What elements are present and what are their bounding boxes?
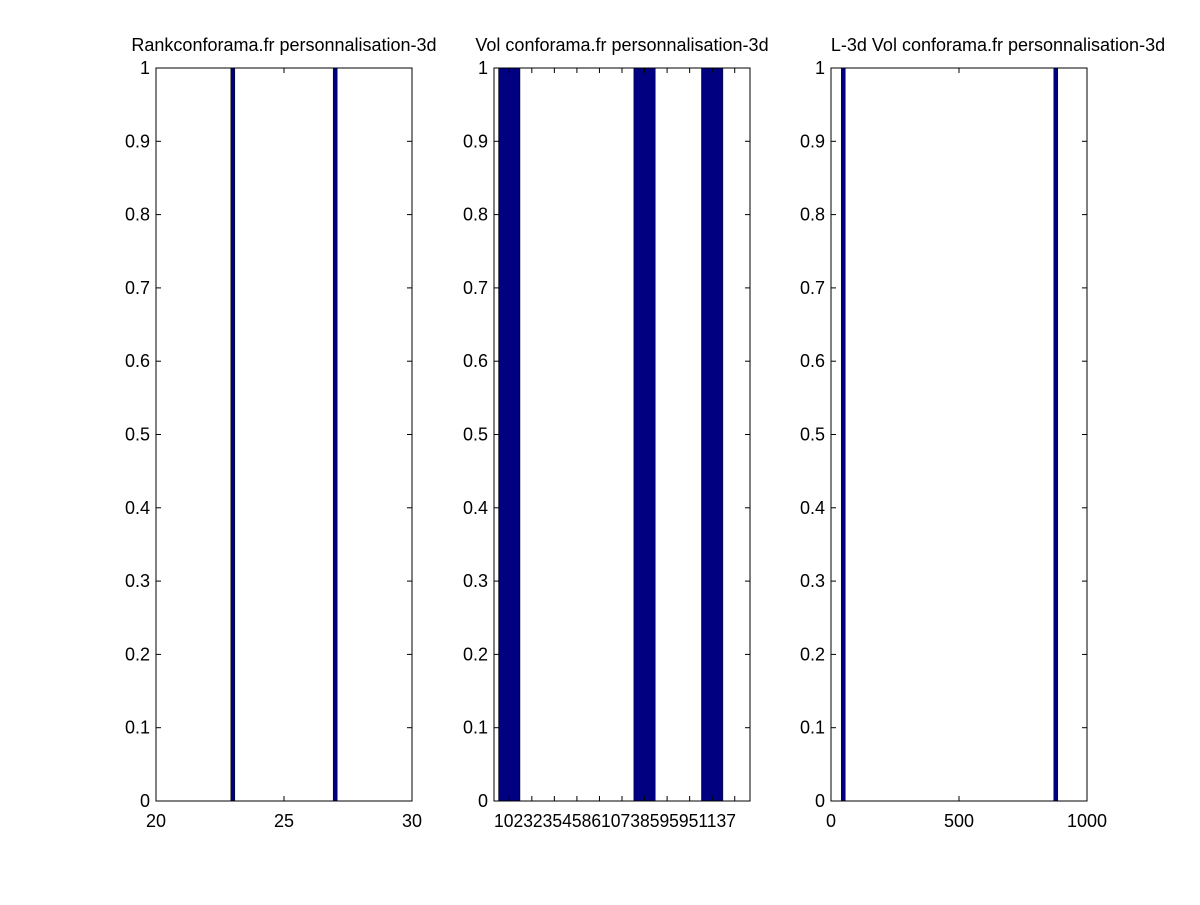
y-tick-label: 1 — [478, 58, 488, 78]
y-tick-labels: 0 0.1 0.2 0.3 0.4 0.5 0.6 0.7 0.8 0.9 1 — [800, 58, 825, 811]
bar — [633, 67, 656, 802]
x-tick-labels: 20 25 30 — [146, 811, 422, 831]
y-tick-label: 0.6 — [800, 351, 825, 371]
x-tick-label: 1000 — [1067, 811, 1107, 831]
y-tick-label: 0.9 — [125, 131, 150, 151]
chart-panel-rank: Rankconforama.fr personnalisation-3d 0 0.… — [125, 35, 437, 831]
y-tick-label: 0.5 — [463, 425, 488, 445]
y-tick-label: 0.8 — [800, 205, 825, 225]
y-tick-label: 0.3 — [800, 571, 825, 591]
y-tick-label: 0.4 — [800, 498, 825, 518]
x-tick-label: 20 — [146, 811, 166, 831]
chart-panel-l3d-vol: L-3d Vol conforama.fr personnalisation-3… — [800, 35, 1165, 831]
bar — [498, 67, 521, 802]
y-tick-label: 0.7 — [125, 278, 150, 298]
y-tick-label: 0.1 — [463, 718, 488, 738]
y-tick-label: 0.5 — [125, 425, 150, 445]
axes-frame — [830, 67, 1088, 802]
y-tick-label: 0 — [478, 791, 488, 811]
x-tick-label: 25 — [274, 811, 294, 831]
x-tick-labels-overlapping: 1023235458610738595951137 — [494, 811, 736, 831]
bar-group — [498, 67, 724, 802]
y-tick-label: 0.2 — [463, 644, 488, 664]
plot-area — [156, 68, 412, 801]
y-tick-label: 0.9 — [800, 131, 825, 151]
y-tick-labels: 0 0.1 0.2 0.3 0.4 0.5 0.6 0.7 0.8 0.9 1 — [463, 58, 488, 811]
bar — [332, 67, 338, 802]
y-tick-label: 0.1 — [800, 718, 825, 738]
x-tick-label: 500 — [944, 811, 974, 831]
chart-panel-vol: Vol conforama.fr personnalisation-3d 0 0.… — [463, 35, 769, 831]
axes-frame — [155, 67, 413, 802]
y-tick-label: 0.2 — [125, 644, 150, 664]
axes-frame — [493, 67, 751, 802]
y-tick-label: 0 — [140, 791, 150, 811]
y-tick-label: 0.2 — [800, 644, 825, 664]
chart-title: Vol conforama.fr personnalisation-3d — [475, 35, 768, 55]
y-tick-label: 0.5 — [800, 425, 825, 445]
bar — [701, 67, 724, 802]
bar — [1053, 67, 1059, 802]
y-tick-label: 0 — [815, 791, 825, 811]
y-tick-label: 0.4 — [125, 498, 150, 518]
chart-title: Rankconforama.fr personnalisation-3d — [131, 35, 436, 55]
plot-area — [831, 68, 1087, 801]
y-tick-label: 0.7 — [800, 278, 825, 298]
y-tick-label: 0.4 — [463, 498, 488, 518]
y-tick-label: 0.9 — [463, 131, 488, 151]
y-tick-label: 0.3 — [463, 571, 488, 591]
y-tick-label: 0.1 — [125, 718, 150, 738]
x-tick-labels: 0 500 1000 — [826, 811, 1107, 831]
x-tick-label: 0 — [826, 811, 836, 831]
bar — [230, 67, 236, 802]
y-tick-label: 1 — [815, 58, 825, 78]
y-tick-label: 0.6 — [125, 351, 150, 371]
x-tick-label: 30 — [402, 811, 422, 831]
chart-title: L-3d Vol conforama.fr personnalisation-3… — [831, 35, 1165, 55]
y-tick-label: 1 — [140, 58, 150, 78]
y-tick-label: 0.7 — [463, 278, 488, 298]
y-tick-label: 0.8 — [125, 205, 150, 225]
y-tick-label: 0.6 — [463, 351, 488, 371]
y-tick-label: 0.8 — [463, 205, 488, 225]
bar — [841, 67, 846, 802]
y-tick-labels: 0 0.1 0.2 0.3 0.4 0.5 0.6 0.7 0.8 0.9 1 — [125, 58, 150, 811]
y-tick-label: 0.3 — [125, 571, 150, 591]
